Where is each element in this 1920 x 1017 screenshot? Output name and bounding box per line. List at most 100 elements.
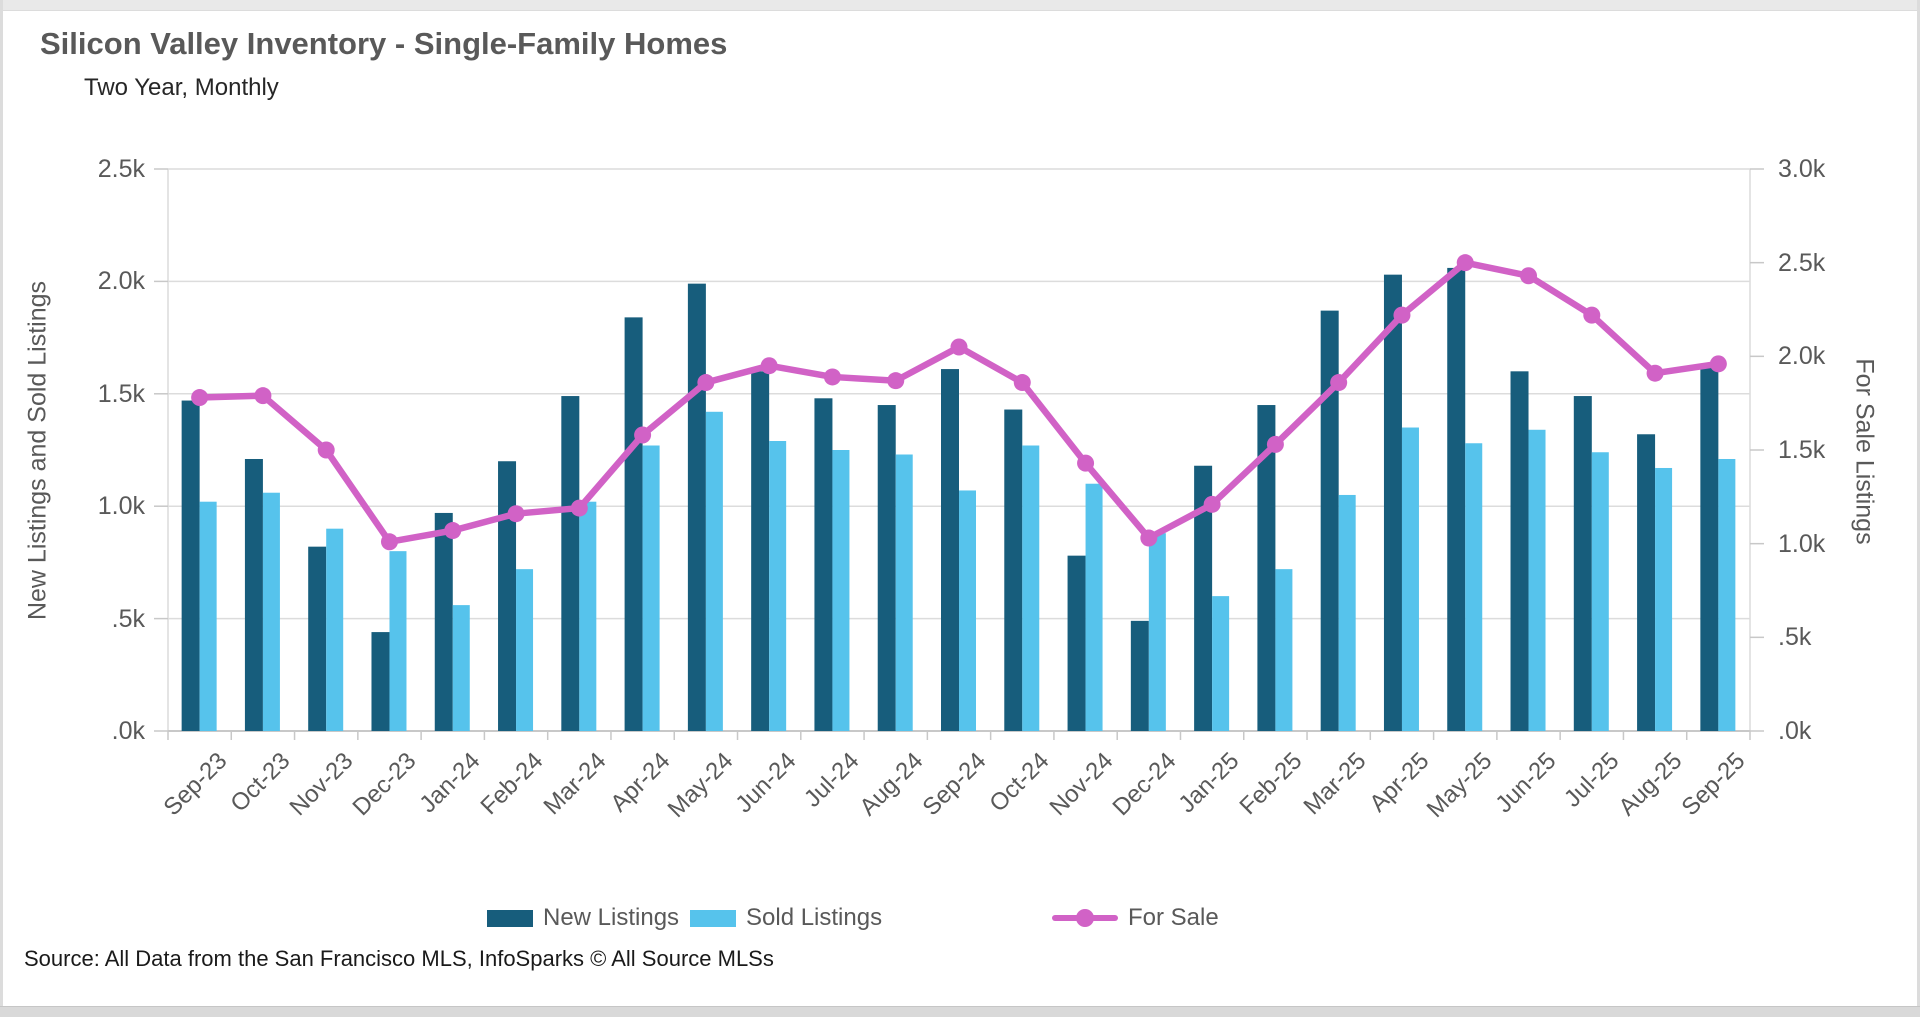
bar-sold-listings: [199, 501, 217, 731]
for-sale-line-icon: [1052, 909, 1118, 927]
bar-sold-listings: [1022, 445, 1040, 731]
for-sale-point: [1077, 454, 1095, 472]
chart-subtitle: Two Year, Monthly: [84, 74, 279, 101]
left-axis-tick-label: 2.0k: [97, 267, 145, 296]
for-sale-point: [444, 522, 462, 540]
for-sale-point: [1709, 355, 1727, 373]
legend-label-for-sale: For Sale: [1128, 904, 1219, 931]
left-axis-tick-label: 1.5k: [97, 379, 145, 408]
bar-new-listings: [371, 632, 390, 731]
right-axis-tick-label: .0k: [1778, 717, 1812, 745]
bar-sold-listings: [452, 605, 470, 731]
for-sale-point: [254, 387, 272, 405]
window-edge-bottom: [0, 1006, 1920, 1017]
for-sale-point: [1646, 364, 1664, 382]
bar-sold-listings: [579, 501, 597, 731]
bar-sold-listings: [959, 490, 976, 731]
for-sale-point: [570, 499, 588, 517]
bar-new-listings: [877, 405, 896, 731]
bar-sold-listings: [326, 528, 344, 731]
left-axis-tick-label: 2.5k: [97, 155, 145, 183]
for-sale-point: [1140, 529, 1158, 547]
bar-sold-listings: [1591, 452, 1609, 731]
bar-sold-listings: [1275, 569, 1293, 731]
bar-new-listings: [244, 458, 263, 731]
bar-new-listings: [1637, 434, 1656, 731]
bar-sold-listings: [1655, 467, 1673, 731]
bar-new-listings: [1004, 409, 1023, 731]
new-listings-swatch-icon: [487, 909, 533, 927]
bar-new-listings: [814, 398, 833, 731]
bar-sold-listings: [1085, 483, 1103, 731]
for-sale-point: [1330, 374, 1348, 392]
bar-new-listings: [1700, 364, 1719, 731]
bar-new-listings: [1067, 555, 1086, 731]
bar-new-listings: [687, 283, 706, 731]
bar-sold-listings: [516, 569, 534, 731]
bar-new-listings: [1510, 371, 1529, 731]
for-sale-point: [634, 426, 652, 444]
right-axis-tick-label: 2.0k: [1778, 342, 1826, 371]
for-sale-point: [697, 374, 715, 392]
bar-new-listings: [1194, 465, 1213, 731]
legend-label-sold-listings: Sold Listings: [746, 904, 883, 931]
window-edge-right: [1917, 0, 1920, 1016]
legend-label-new-listings: New Listings: [543, 904, 680, 931]
for-sale-point: [317, 441, 335, 459]
bar-sold-listings: [769, 441, 787, 731]
bar-new-listings: [1447, 267, 1466, 731]
left-axis-tick-label: .5k: [111, 604, 145, 633]
for-sale-point: [507, 505, 525, 523]
for-sale-point: [1393, 306, 1411, 324]
bar-new-listings: [561, 396, 580, 731]
legend-item-new-listings[interactable]: New Listings: [487, 901, 679, 935]
bar-sold-listings: [262, 492, 280, 731]
window-edge-left: [0, 0, 3, 1016]
bar-new-listings: [308, 546, 327, 731]
for-sale-point: [380, 533, 398, 551]
bar-sold-listings: [1718, 458, 1736, 731]
bar-new-listings: [624, 317, 643, 731]
legend-item-for-sale[interactable]: For Sale: [1052, 901, 1219, 935]
for-sale-point: [1013, 374, 1031, 392]
right-axis-tick-label: 1.0k: [1778, 529, 1826, 558]
right-axis-tick-label: .5k: [1778, 623, 1812, 652]
bar-new-listings: [498, 461, 517, 731]
sold-listings-swatch-icon: [690, 909, 736, 927]
bar-new-listings: [1130, 620, 1149, 731]
bar-new-listings: [751, 371, 770, 731]
for-sale-point: [1520, 267, 1538, 285]
for-sale-point: [191, 389, 209, 407]
bar-new-listings: [1573, 396, 1592, 731]
bar-sold-listings: [705, 411, 723, 731]
bar-new-listings: [1257, 405, 1276, 731]
bar-sold-listings: [389, 551, 407, 731]
bar-sold-listings: [1338, 494, 1356, 731]
right-axis-tick-label: 2.5k: [1778, 248, 1826, 277]
bar-new-listings: [181, 400, 200, 731]
for-sale-point: [1456, 254, 1474, 272]
bar-new-listings: [1320, 310, 1339, 731]
bar-new-listings: [434, 512, 453, 731]
for-sale-point: [1266, 435, 1284, 453]
chart-title: Silicon Valley Inventory - Single-Family…: [40, 26, 728, 61]
bar-new-listings: [941, 369, 959, 731]
bar-sold-listings: [1148, 533, 1166, 731]
bar-new-listings: [1383, 274, 1402, 731]
for-sale-point: [823, 368, 841, 386]
legend-item-sold-listings[interactable]: Sold Listings: [690, 901, 882, 935]
bar-sold-listings: [1465, 443, 1483, 731]
bar-sold-listings: [832, 450, 850, 731]
bar-sold-listings: [1401, 427, 1419, 731]
bar-sold-listings: [1212, 596, 1230, 731]
right-axis-tick-label: 3.0k: [1778, 155, 1826, 183]
for-sale-point: [1203, 495, 1221, 513]
left-axis-tick-label: 1.0k: [97, 492, 145, 521]
for-sale-point: [887, 372, 905, 390]
for-sale-point: [760, 357, 778, 375]
window-edge-top: [0, 0, 1920, 11]
source-attribution: Source: All Data from the San Francisco …: [24, 946, 774, 971]
for-sale-point: [1583, 306, 1601, 324]
